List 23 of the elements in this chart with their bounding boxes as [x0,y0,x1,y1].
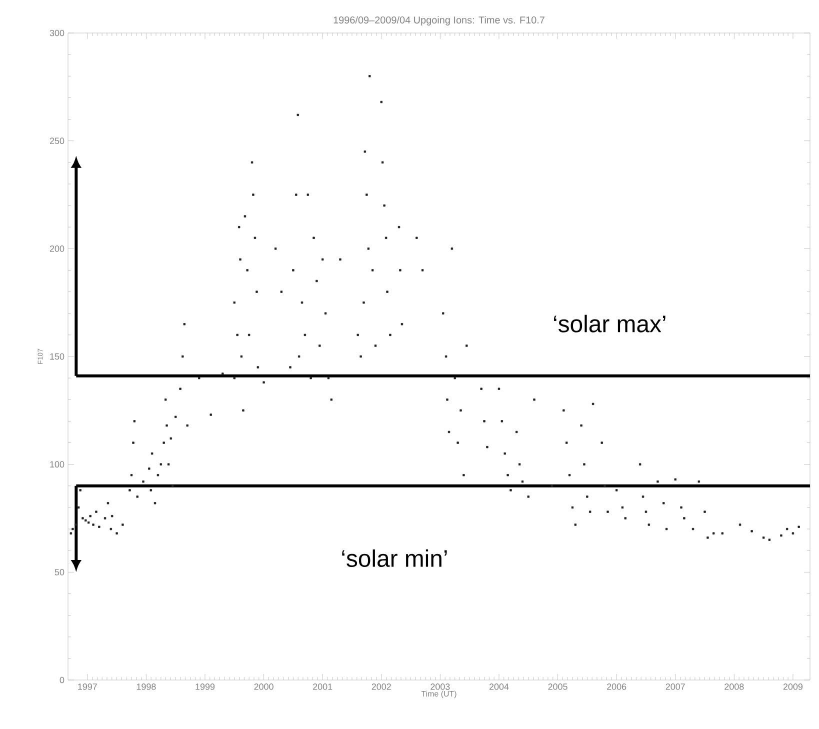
x-tick-label: 2006 [607,684,626,690]
ref-line-label: ‘solar max’ [554,314,666,332]
x-tick-label: 2004 [489,684,509,690]
x-tick-label: 2007 [666,684,685,690]
x-tick-label: 2009 [783,684,803,690]
x-tick-label: 2003 [430,684,450,690]
y-tick-label: 200 [50,245,64,252]
y-tick-label: 50 [54,568,64,576]
x-tick-label: 2000 [254,684,274,690]
y-tick-label: 300 [50,30,64,36]
y-tick-label: 150 [50,353,64,360]
chart-title: 1996/09–2009/04 Upgoing Ions: Time vs. F10.7 [334,16,544,26]
x-tick-label: 1998 [136,684,156,690]
x-tick-label: 2001 [313,684,332,690]
ref-line-label: ‘solar min’ [342,549,447,567]
y-tick-label: 250 [50,138,64,144]
x-tick-label: 2002 [372,684,391,690]
x-tick-label: 1997 [78,684,97,690]
y-tick-label: 0 [60,676,64,684]
x-tick-label: 2005 [548,684,568,690]
x-tick-label: 2008 [724,684,744,690]
x-tick-label: 1999 [196,684,215,690]
y-tick-label: 100 [50,461,64,468]
